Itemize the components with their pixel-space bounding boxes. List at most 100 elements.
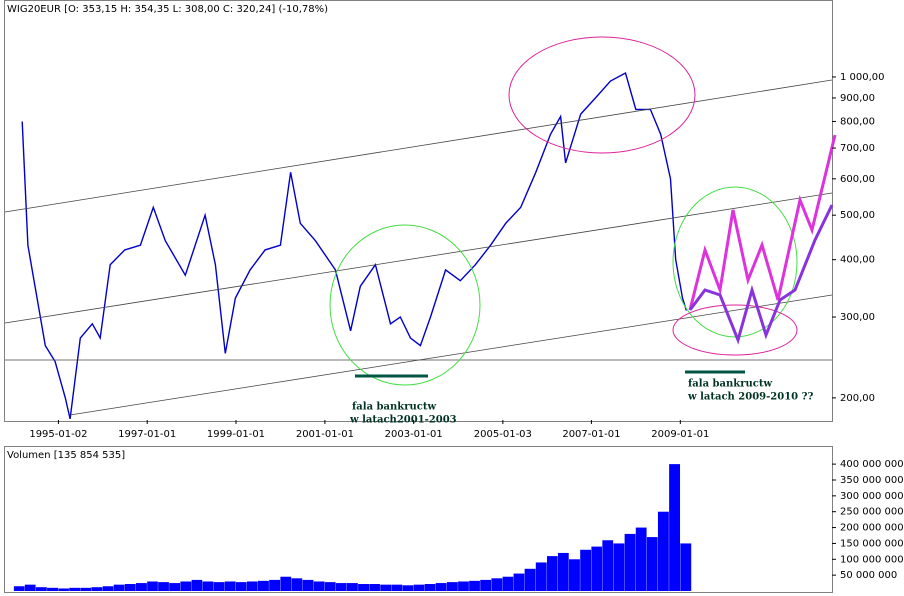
volume-bar bbox=[480, 579, 492, 591]
trend-line bbox=[69, 294, 833, 416]
y-tick-label: 300 000 000 bbox=[840, 491, 904, 502]
y-tick-label: 300,00 bbox=[840, 312, 875, 323]
y-tick-label: 200 000 000 bbox=[840, 523, 904, 534]
volume-bar bbox=[302, 579, 314, 591]
projection bbox=[688, 204, 834, 345]
y-tick-label: 600,00 bbox=[840, 174, 875, 185]
y-tick-label: 900,00 bbox=[840, 93, 875, 104]
volume-bar bbox=[80, 587, 92, 591]
volume-bar bbox=[24, 584, 36, 591]
volume-bar bbox=[58, 588, 69, 591]
volume-bar bbox=[324, 582, 336, 591]
y-tick-label: 250 000 000 bbox=[840, 507, 904, 518]
volume-bar bbox=[591, 546, 603, 591]
volume-bar bbox=[435, 583, 447, 591]
volume-bar bbox=[469, 580, 480, 591]
annotation: fala bankructw bbox=[352, 402, 436, 413]
y-tick-label: 350 000 000 bbox=[840, 475, 904, 486]
circle bbox=[508, 36, 696, 154]
volume-bar bbox=[335, 583, 347, 591]
volume-bar bbox=[313, 581, 325, 591]
volume-bar bbox=[547, 556, 558, 591]
volume-bar bbox=[391, 584, 403, 591]
volume-bar bbox=[358, 584, 369, 591]
volume-bar bbox=[635, 527, 647, 591]
x-tick-label: 2007-01-01 bbox=[562, 429, 620, 440]
volume-bar bbox=[258, 580, 269, 591]
annotations bbox=[4, 36, 837, 416]
volume-bar bbox=[113, 584, 125, 591]
circle bbox=[672, 186, 798, 338]
price-layer bbox=[21, 71, 688, 420]
volume-bar bbox=[535, 562, 547, 591]
volume-bar bbox=[102, 586, 114, 591]
y-tick-label: 400 000 000 bbox=[840, 459, 904, 470]
x-tick-label: 2005-01-03 bbox=[474, 429, 532, 440]
volume-frame bbox=[4, 446, 833, 593]
volume-bar bbox=[147, 581, 158, 591]
volume-bar bbox=[446, 582, 458, 591]
price-frame bbox=[4, 0, 833, 422]
volume-bar bbox=[269, 579, 281, 591]
volume-bar bbox=[458, 581, 469, 591]
volume-bar bbox=[424, 584, 436, 591]
volume-bar bbox=[580, 549, 592, 591]
volume-bar bbox=[402, 585, 414, 591]
volume-layer bbox=[13, 464, 692, 591]
x-tick-label: 1997-01-01 bbox=[118, 429, 176, 440]
volume-bar bbox=[657, 511, 669, 591]
volume-bar bbox=[613, 543, 625, 591]
volume-bar bbox=[280, 576, 292, 591]
volume-bar bbox=[346, 583, 358, 591]
y-tick-label: 50 000 000 bbox=[840, 570, 897, 581]
volume-bar bbox=[246, 581, 258, 591]
volume-bar bbox=[602, 540, 614, 591]
volume-bar bbox=[646, 537, 658, 591]
chart-title: Volumen [135 854 535] bbox=[7, 450, 125, 461]
volume-bar bbox=[235, 582, 247, 591]
volume-bar bbox=[669, 464, 681, 591]
volume-bar bbox=[624, 533, 636, 591]
volume-bar bbox=[680, 543, 692, 591]
volume-bar bbox=[380, 584, 392, 591]
volume-bar bbox=[491, 578, 503, 591]
volume-bar bbox=[180, 581, 192, 591]
volume-bar bbox=[35, 587, 47, 591]
volume-bar bbox=[169, 583, 181, 591]
volume-bar bbox=[569, 559, 580, 591]
circle bbox=[329, 224, 481, 386]
volume-bar bbox=[557, 552, 569, 591]
volume-bar bbox=[202, 581, 214, 591]
x-tick-label: 1999-01-01 bbox=[207, 429, 265, 440]
y-tick-label: 700,00 bbox=[840, 143, 875, 154]
volume-bar bbox=[124, 584, 136, 591]
volume-bar bbox=[136, 583, 147, 591]
price-line bbox=[21, 71, 688, 420]
volume-bar bbox=[524, 568, 536, 591]
y-tick-label: 800,00 bbox=[840, 116, 875, 127]
y-tick-label: 400,00 bbox=[840, 255, 875, 266]
x-tick-label: 1995-01-02 bbox=[29, 429, 87, 440]
annotation: w latach 2009-2010 ?? bbox=[687, 392, 813, 403]
volume-bar bbox=[13, 586, 25, 591]
volume-bar bbox=[213, 582, 225, 591]
y-tick-label: 1 000,00 bbox=[840, 72, 885, 83]
y-tick-label: 500,00 bbox=[840, 210, 875, 221]
volume-bar bbox=[191, 579, 203, 591]
x-tick-label: 2009-01-01 bbox=[651, 429, 709, 440]
volume-bar bbox=[513, 573, 525, 591]
volume-bar bbox=[502, 576, 514, 591]
volume-bar bbox=[291, 578, 303, 591]
y-tick-label: 100 000 000 bbox=[840, 554, 904, 565]
volume-bar bbox=[91, 587, 103, 591]
volume-bar bbox=[369, 584, 380, 591]
volume-bar bbox=[413, 584, 425, 591]
annotation: fala bankructw bbox=[688, 379, 772, 390]
y-tick-label: 200,00 bbox=[840, 393, 875, 404]
circle bbox=[672, 304, 798, 356]
volume-bar bbox=[158, 582, 169, 591]
y-tick-label: 150 000 000 bbox=[840, 538, 904, 549]
annotation: w latach2001-2003 bbox=[349, 415, 457, 426]
